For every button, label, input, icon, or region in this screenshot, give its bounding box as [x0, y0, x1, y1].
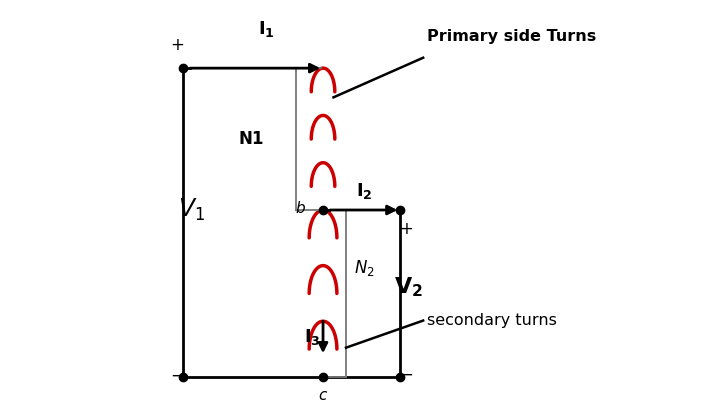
Text: secondary turns: secondary turns — [427, 313, 557, 328]
Text: $-$: $-$ — [170, 366, 184, 384]
Text: $\mathbf{V_2}$: $\mathbf{V_2}$ — [394, 276, 423, 299]
Text: $\mathbf{N1}$: $\mathbf{N1}$ — [238, 130, 265, 148]
Text: $+$: $+$ — [170, 36, 184, 54]
Text: $c$: $c$ — [318, 388, 328, 403]
Text: $+$: $+$ — [399, 220, 414, 238]
Text: $\mathbf{I_3}$: $\mathbf{I_3}$ — [304, 327, 321, 347]
Text: $V_1$: $V_1$ — [178, 197, 205, 223]
Text: $\mathbf{I_1}$: $\mathbf{I_1}$ — [258, 18, 275, 39]
Text: $\mathbf{I_2}$: $\mathbf{I_2}$ — [356, 181, 373, 201]
Text: $-$: $-$ — [399, 365, 414, 383]
Text: $N_2$: $N_2$ — [354, 258, 375, 278]
Text: Primary side Turns: Primary side Turns — [427, 29, 597, 45]
Text: $b$: $b$ — [295, 200, 306, 216]
